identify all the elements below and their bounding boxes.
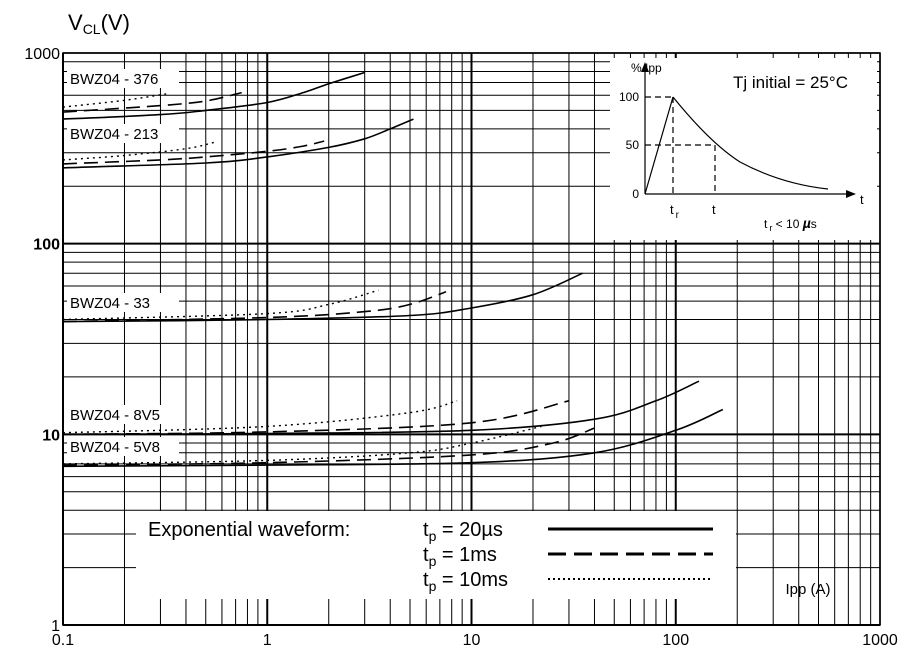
inset-y-label: % Ipp xyxy=(631,61,662,75)
legend-entry-label: tp = 1ms xyxy=(423,544,497,569)
curve-dotted xyxy=(62,400,458,434)
inset-x-label: t xyxy=(860,192,864,207)
y-tick-label: 1000 xyxy=(24,46,60,63)
inset-decay xyxy=(672,96,829,190)
device-label-background xyxy=(67,405,179,424)
device-label: BWZ04 - 5V8 xyxy=(70,439,160,456)
curve-dotted xyxy=(62,425,542,465)
curve-dashed xyxy=(62,140,325,165)
device-label: BWZ04 - 376 xyxy=(70,71,158,88)
device-label: BWZ04 - 213 xyxy=(70,126,158,143)
legend-entry-label: tp = 20µs xyxy=(423,519,503,544)
curve-dashed xyxy=(62,290,447,323)
curve-dotted xyxy=(62,93,167,108)
inset-title: Tj initial = 25°C xyxy=(733,73,848,92)
y-axis-title: VCL(V) xyxy=(68,10,130,37)
x-axis-label: Ipp (A) xyxy=(785,581,830,598)
y-tick-label: 10 xyxy=(42,427,60,444)
device-label: BWZ04 - 33 xyxy=(70,295,150,312)
device-label-background xyxy=(67,293,179,312)
x-tick-label: 1000 xyxy=(862,632,898,649)
device-label-background xyxy=(67,69,179,88)
plot-frame xyxy=(62,52,881,626)
curve-dashed xyxy=(62,427,595,466)
x-tick-label: 0.1 xyxy=(52,632,74,649)
x-tick-label: 1 xyxy=(263,632,272,649)
device-label-background xyxy=(67,124,179,143)
curve-solid xyxy=(62,71,365,120)
x-tick-label: 10 xyxy=(463,632,481,649)
curve-solid xyxy=(62,408,724,468)
curve-dotted xyxy=(62,289,379,321)
inset-t-label: t xyxy=(712,202,716,217)
curve-dashed xyxy=(62,400,570,436)
y-tick-label: 1 xyxy=(51,618,60,635)
inset-rise xyxy=(644,96,674,195)
inset-y-tick-label: 50 xyxy=(626,138,640,152)
device-label-background xyxy=(67,437,179,456)
curve-solid xyxy=(62,118,414,169)
inset-x-arrow xyxy=(846,190,856,198)
inset-y-tick-label: 100 xyxy=(619,90,639,104)
curve-dashed xyxy=(62,91,242,113)
y-tick-label: 100 xyxy=(33,237,60,254)
device-label: BWZ04 - 8V5 xyxy=(70,407,160,424)
inset-y-arrow xyxy=(641,62,649,72)
curve-solid xyxy=(62,272,583,323)
legend-entry-label: tp = 10ms xyxy=(423,569,508,594)
inset-y-tick-label: 0 xyxy=(632,187,639,201)
legend-heading: Exponential waveform: xyxy=(148,519,350,541)
x-tick-label: 100 xyxy=(662,632,689,649)
inset-box xyxy=(610,58,877,240)
